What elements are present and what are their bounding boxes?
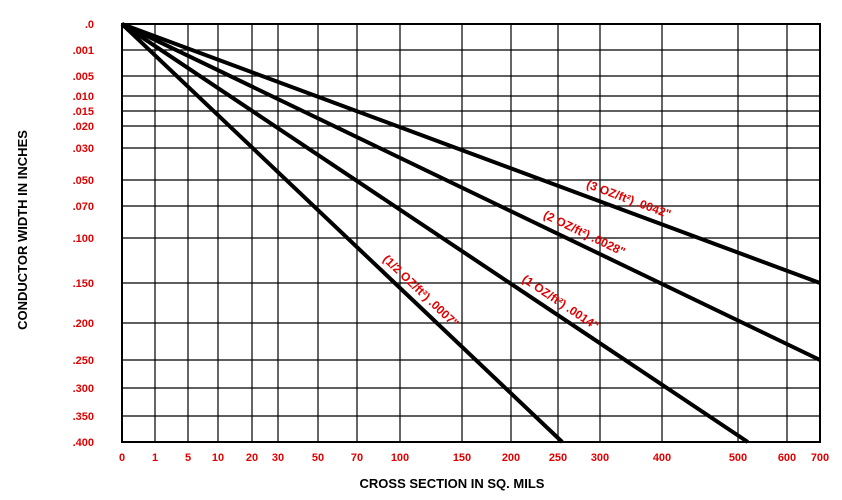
series-lines: [120, 22, 821, 444]
y-tick-label: .250: [73, 355, 94, 367]
y-tick-label: .350: [73, 411, 94, 423]
x-tick-label: 30: [272, 452, 284, 464]
x-tick-label: 70: [351, 452, 363, 464]
x-tick-label: 400: [653, 452, 671, 464]
x-tick-labels: 0 1 5 10 20 30 50 70 100 150 200 250 300 400 500 600 700: [119, 452, 829, 464]
y-tick-label: .300: [73, 383, 94, 395]
y-tick-label: .050: [73, 175, 94, 187]
x-tick-label: 150: [453, 452, 471, 464]
series-line: [120, 22, 749, 444]
x-tick-label: 600: [778, 452, 796, 464]
x-tick-label: 250: [549, 452, 567, 464]
y-tick-label: .0: [85, 19, 94, 31]
y-tick-label: .005: [73, 71, 94, 83]
y-tick-labels: .0 .001 .005 .010 .015 .020 .030 .050 .070 .100 .1…: [73, 19, 94, 449]
x-tick-label: 700: [811, 452, 829, 464]
x-tick-label: 500: [729, 452, 747, 464]
plot-frame: [121, 23, 821, 443]
series-line: [120, 22, 564, 444]
x-tick-label: 1: [152, 452, 158, 464]
x-tick-label: 20: [246, 452, 258, 464]
x-tick-label: 300: [591, 452, 609, 464]
grid: [121, 23, 821, 443]
x-tick-label: 10: [212, 452, 224, 464]
y-tick-label: .100: [73, 233, 94, 245]
series-label: (1/2 OZ/ft²) .0007": [380, 252, 461, 330]
y-tick-label: .200: [73, 318, 94, 330]
y-tick-label: .010: [73, 91, 94, 103]
x-tick-label: 0: [119, 452, 125, 464]
series-line: [121, 22, 821, 362]
x-tick-label: 100: [391, 452, 409, 464]
y-tick-label: .001: [73, 45, 94, 57]
x-tick-label: 5: [185, 452, 191, 464]
x-tick-label: 50: [312, 452, 324, 464]
y-tick-label: .150: [73, 278, 94, 290]
y-tick-label: .030: [73, 143, 94, 155]
y-tick-label: .015: [73, 106, 94, 118]
y-tick-label: .400: [73, 437, 94, 449]
x-tick-label: 200: [502, 452, 520, 464]
series-label: (1 OZ/ft²) .0014": [520, 272, 602, 333]
y-axis-title: CONDUCTOR WIDTH IN INCHES: [15, 130, 30, 330]
y-tick-label: .020: [73, 121, 94, 133]
y-tick-label: .070: [73, 201, 94, 213]
x-axis-title: CROSS SECTION IN SQ. MILS: [360, 476, 545, 491]
series-line: [121, 22, 821, 285]
